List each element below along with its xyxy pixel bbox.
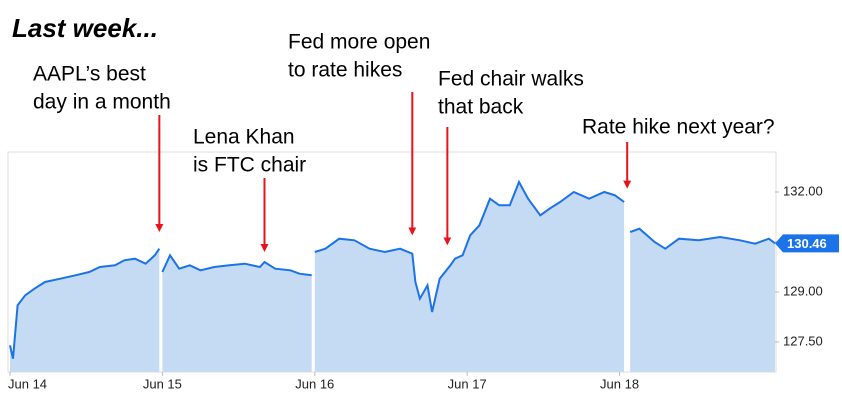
chart-title: Last week... (12, 13, 158, 43)
area (10, 182, 775, 372)
last-value-label: 130.46 (787, 236, 827, 251)
x-tick-label: Jun 17 (448, 376, 487, 391)
x-tick-label: Jun 18 (600, 376, 639, 391)
annotation-text: day in a month (33, 91, 171, 114)
annotation-text: Fed more open (288, 31, 430, 54)
annotation-text: that back (438, 96, 524, 119)
y-tick-label: 129.00 (783, 283, 823, 298)
line (9, 179, 776, 359)
x-tick-label: Jun 14 (8, 376, 47, 391)
annotation-text: AAPL’s best (33, 63, 146, 86)
annotation-text: to rate hikes (288, 59, 402, 82)
x-tick-label: Jun 15 (143, 376, 182, 391)
y-tick-label: 127.50 (783, 333, 823, 348)
last-value-box (775, 234, 839, 253)
annotation-text: Fed chair walks (438, 68, 584, 91)
annotation-text: Rate hike next year? (582, 116, 775, 139)
x-tick-label: Jun 16 (295, 376, 334, 391)
annotation-text: is FTC chair (193, 154, 306, 177)
y-tick-label: 132.00 (783, 183, 823, 198)
annotation-text: Lena Khan (193, 126, 295, 149)
